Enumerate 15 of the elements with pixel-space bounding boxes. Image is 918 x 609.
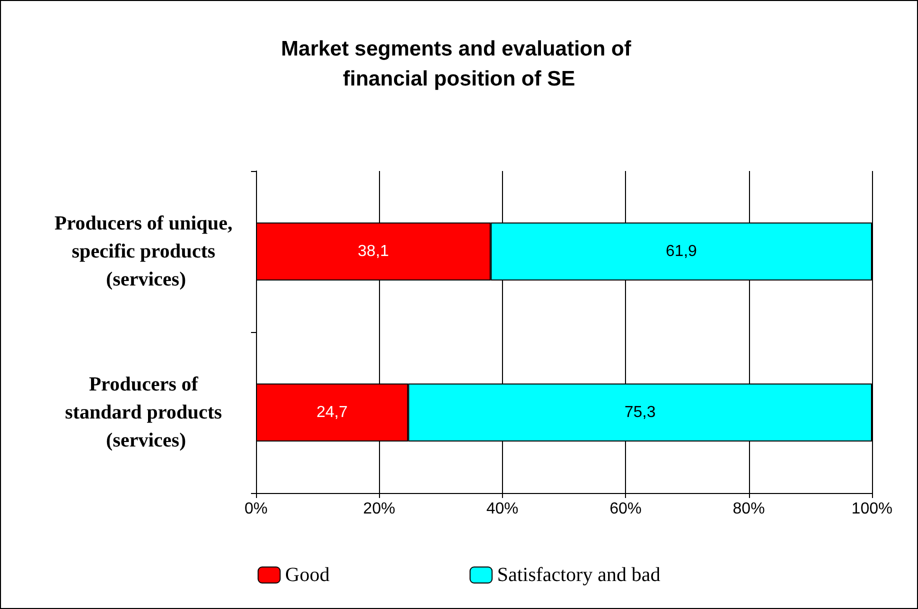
x-tick-label: 80% (732, 500, 765, 518)
x-tick-label: 40% (486, 500, 518, 518)
y-tick-label: Producers of standard products (services) (65, 374, 227, 452)
legend-label: Satisfactory and bad (497, 564, 660, 586)
x-tick-label: 100% (852, 500, 892, 518)
chart-title: Market segments and evaluation of financial position of SE (281, 38, 637, 90)
x-tick-label: 20% (363, 500, 396, 518)
data-label: 61,9 (666, 243, 698, 260)
x-tick-label: 0% (244, 500, 268, 518)
data-label: 24,7 (316, 404, 348, 421)
x-tick-label: 60% (610, 500, 642, 518)
data-label: 38,1 (358, 243, 390, 260)
data-label: 75,3 (624, 404, 656, 421)
y-tick-label: Producers of unique, specific products (services) (54, 212, 238, 290)
legend-label: Good (285, 564, 330, 586)
